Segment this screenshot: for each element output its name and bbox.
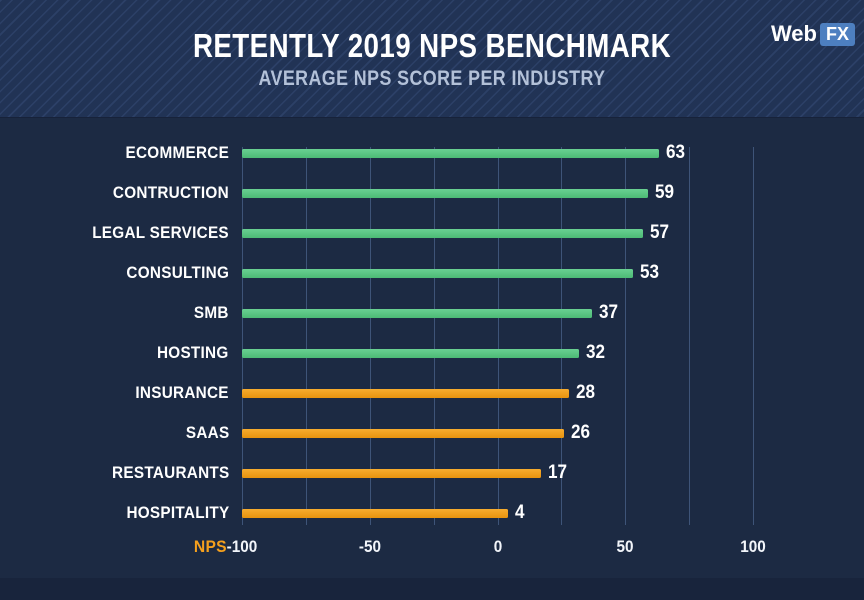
category-label: CONTRUCTION [112, 183, 229, 202]
bar [242, 508, 508, 518]
x-gridline [305, 147, 307, 525]
bar-value: 53 [639, 262, 659, 283]
x-gridline [625, 147, 627, 525]
bar-value: 32 [586, 342, 606, 363]
bar-chart: ECOMMERCE 63 CONTRUCTION 59 LEGAL SERVICES 57… [0, 117, 864, 578]
x-tick-label: 50 [616, 537, 634, 556]
bar [242, 468, 541, 478]
x-tick-label: 0 [493, 537, 502, 556]
x-tick-label: -50 [358, 537, 381, 556]
x-tick-label: 100 [740, 537, 766, 556]
x-gridline [369, 147, 371, 525]
bar [242, 188, 649, 198]
x-gridline [242, 147, 243, 525]
category-label: SAAS [185, 423, 229, 442]
x-gridline [433, 147, 435, 525]
bar-value: 28 [576, 382, 596, 403]
bar [242, 308, 592, 318]
bar [242, 148, 659, 158]
bar-value: 37 [599, 302, 619, 323]
footer-strip [0, 578, 864, 600]
bar-value: 59 [655, 182, 675, 203]
x-tick-label: -100 [226, 537, 258, 556]
logo-fx-badge: FX [819, 22, 855, 46]
bar [242, 268, 633, 278]
bar-value: 26 [570, 422, 590, 443]
bar-value: 57 [650, 222, 670, 243]
bar [242, 428, 564, 438]
category-label: CONSULTING [126, 263, 229, 282]
category-label: RESTAURANTS [111, 463, 229, 482]
category-label: HOSPITALITY [126, 503, 229, 522]
webfx-logo: Web FX [771, 22, 855, 46]
category-label: HOSTING [157, 343, 229, 362]
x-gridline [497, 147, 499, 525]
x-axis-label: NPS [194, 537, 227, 556]
chart-title: RETENTLY 2019 NPS BENCHMARK [192, 27, 672, 64]
category-label: INSURANCE [135, 383, 229, 402]
header-banner: RETENTLY 2019 NPS BENCHMARK AVERAGE NPS … [0, 0, 864, 118]
bar-value: 17 [547, 462, 567, 483]
category-label: ECOMMERCE [125, 143, 229, 162]
x-gridline [753, 147, 754, 525]
x-gridline [561, 147, 563, 525]
bar [242, 388, 569, 398]
category-label: LEGAL SERVICES [92, 223, 229, 242]
x-gridline [689, 147, 691, 525]
chart-subtitle: AVERAGE NPS SCORE PER INDUSTRY [258, 67, 606, 90]
bar-value: 63 [665, 142, 685, 163]
bar [242, 228, 644, 238]
bar [242, 348, 580, 358]
bar-value: 4 [514, 502, 525, 523]
logo-text: Web [770, 21, 817, 46]
category-label: SMB [194, 303, 229, 322]
